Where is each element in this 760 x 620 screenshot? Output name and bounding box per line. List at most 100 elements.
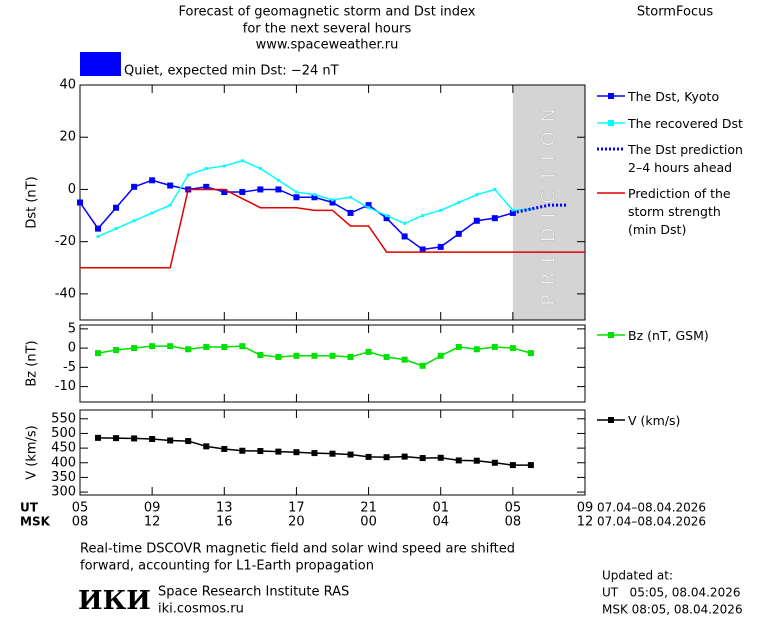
data-point (367, 206, 371, 210)
data-point (239, 447, 246, 454)
y-axis-label: V (km/s) (25, 425, 40, 480)
data-point (311, 352, 318, 359)
y-tick-label: 0 (68, 341, 76, 356)
data-point (312, 193, 316, 197)
date-range: 07.04–08.04.2026 (597, 501, 706, 515)
y-tick-label: 550 (51, 411, 76, 426)
y-tick-label: -20 (55, 234, 76, 249)
data-point (383, 353, 390, 360)
date-range: 07.04–08.04.2026 (597, 515, 706, 529)
data-point (275, 448, 282, 455)
data-point (365, 348, 372, 355)
site: iki.cosmos.ru (158, 602, 244, 617)
data-point (203, 443, 210, 450)
data-point (113, 435, 120, 442)
note: forward, accounting for L1-Earth propaga… (80, 559, 374, 574)
legend-entry: The Dst prediction 2–4 hours ahead (628, 142, 743, 175)
y-tick-label: 5 (68, 321, 76, 336)
prediction-label: PREDICTION (537, 99, 559, 306)
data-point (258, 167, 262, 171)
axis-row-label: MSK (20, 515, 51, 529)
data-point (150, 211, 154, 215)
data-point (149, 436, 156, 443)
data-point (257, 186, 264, 193)
data-point (132, 219, 136, 223)
data-point (421, 214, 425, 218)
data-point (473, 346, 480, 353)
data-point (293, 449, 300, 456)
data-point (403, 221, 407, 225)
data-point (383, 454, 390, 461)
data-point (294, 190, 298, 194)
y-axis-label: Dst (nT) (25, 176, 40, 228)
data-point (347, 451, 354, 458)
logo: ИКИ (78, 586, 151, 616)
data-point (493, 187, 497, 191)
prediction-zone (512, 85, 585, 320)
y-tick-label: -5 (63, 360, 76, 375)
data-point (365, 453, 372, 460)
legend-entry: The recovered Dst (628, 116, 743, 131)
data-point (167, 182, 174, 189)
data-point (257, 352, 264, 359)
x-tick-label: 09 (577, 501, 594, 516)
x-tick-label: 01 (432, 501, 449, 516)
note: Real-time DSCOVR magnetic field and sola… (80, 542, 515, 557)
data-point (275, 353, 282, 360)
data-point (131, 183, 138, 190)
data-point (473, 457, 480, 464)
x-tick-label-msk: 12 (577, 515, 594, 530)
y-axis-label: Bz (nT) (25, 340, 40, 386)
legend-swatch (608, 93, 614, 99)
y-tick-label: -40 (55, 286, 76, 301)
data-point (347, 209, 354, 216)
data-point (311, 450, 318, 457)
data-point (95, 225, 102, 232)
x-tick-label-msk: 08 (505, 515, 522, 530)
data-point (96, 234, 100, 238)
x-tick-label-msk: 20 (288, 515, 305, 530)
data-point (529, 207, 533, 211)
x-tick-label-msk: 12 (144, 515, 161, 530)
data-point (221, 189, 228, 196)
data-point (239, 189, 246, 196)
data-point (527, 350, 534, 357)
data-point (347, 353, 354, 360)
updated: MSK 08:05, 08.04.2026 (602, 603, 743, 617)
legend-entry: Bz (nT, GSM) (628, 328, 709, 343)
series-line (80, 188, 585, 269)
legend-entry: The Dst, Kyoto (628, 89, 720, 104)
status-box (80, 52, 121, 76)
series-line (512, 203, 567, 215)
y-tick-label: 300 (51, 485, 76, 500)
data-point (240, 159, 244, 163)
plot-frame (79, 324, 586, 403)
y-tick-label: 0 (68, 182, 76, 197)
data-point (329, 199, 336, 206)
x-tick-label: 13 (216, 501, 233, 516)
data-point (167, 437, 174, 444)
x-tick-label-msk: 08 (72, 515, 89, 530)
legend-swatch (608, 120, 614, 126)
data-point (511, 208, 515, 212)
data-point (95, 434, 102, 441)
x-tick-label-msk: 00 (360, 515, 377, 530)
data-point (439, 208, 443, 212)
y-tick-label: -10 (55, 379, 76, 394)
data-point (509, 462, 516, 469)
data-point (293, 194, 300, 201)
institute: Space Research Institute RAS (158, 585, 349, 600)
data-point (349, 195, 353, 199)
data-point (95, 350, 102, 357)
y-tick-label: 450 (51, 441, 76, 456)
data-point (276, 178, 280, 182)
data-point (167, 343, 174, 350)
brand: StormFocus (637, 5, 713, 20)
data-point (222, 164, 226, 168)
x-tick-label: 05 (72, 501, 89, 516)
y-tick-label: 40 (59, 78, 76, 93)
data-point (437, 352, 444, 359)
title: Forecast of geomagnetic storm and Dst in… (178, 5, 475, 20)
